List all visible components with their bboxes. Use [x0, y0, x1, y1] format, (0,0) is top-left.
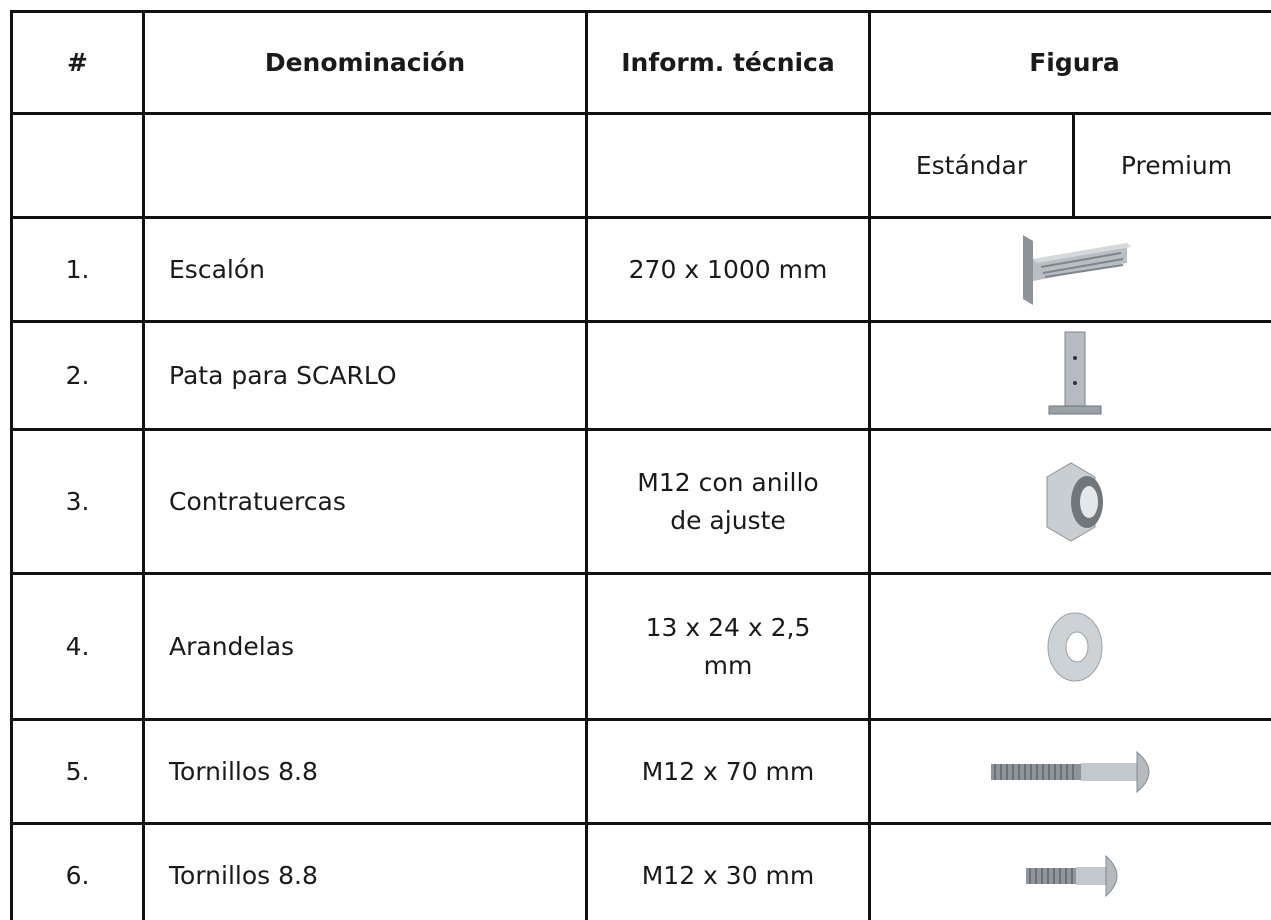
figure — [867, 572, 1271, 721]
row-info: M12 x 30 mm — [585, 822, 871, 920]
bolt-long-image — [990, 750, 1149, 793]
bolt-short-image — [1025, 854, 1117, 897]
header-cell: # — [10, 10, 145, 115]
header-cell: Inform. técnica — [585, 10, 871, 115]
info-line: 13 x 24 x 2,5 — [645, 612, 811, 642]
row-name: Arandelas — [142, 572, 588, 721]
subheader-cell: Estándar — [868, 112, 1075, 219]
header-cell: Denominación — [142, 10, 588, 115]
figure — [867, 320, 1271, 431]
row-number: 6. — [10, 822, 145, 920]
info-line: 270 x 1000 mm — [628, 254, 828, 284]
row: 6. Tornillos 8.8 M12 x 30 mm — [10, 822, 1271, 920]
figure — [867, 428, 1271, 575]
row-name: Tornillos 8.8 — [142, 822, 588, 920]
subheader-row: Estándar Premium — [10, 112, 1271, 219]
row-info: 13 x 24 x 2,5 mm — [585, 572, 871, 721]
row-number: 2. — [10, 320, 145, 431]
info-line: M12 x 70 mm — [641, 756, 815, 786]
row-number: 1. — [10, 216, 145, 323]
empty-cell — [585, 112, 871, 219]
figure — [867, 216, 1271, 323]
nut-image — [1046, 461, 1103, 542]
row-number: 4. — [10, 572, 145, 721]
figure — [867, 718, 1271, 825]
table-container: # Denominación Inform. técnica Figura Es… — [10, 10, 1271, 920]
row-number: 3. — [10, 428, 145, 575]
figure — [867, 822, 1271, 920]
row: 5. Tornillos 8.8 M12 x 70 mm — [10, 718, 1271, 825]
row-name: Escalón — [142, 216, 588, 323]
row: 4. Arandelas 13 x 24 x 2,5 mm — [10, 572, 1271, 721]
info-line: M12 con anillo — [637, 467, 819, 497]
header-row: # Denominación Inform. técnica Figura — [10, 10, 1271, 115]
step-image — [1022, 234, 1131, 305]
row-name: Pata para SCARLO — [142, 320, 588, 431]
row-name: Tornillos 8.8 — [142, 718, 588, 825]
row-info: M12 x 70 mm — [585, 718, 871, 825]
empty-cell — [142, 112, 588, 219]
info-line: M12 x 30 mm — [641, 860, 815, 890]
washer-image — [1047, 612, 1102, 681]
row: 2. Pata para SCARLO — [10, 320, 1271, 431]
empty-cell — [585, 320, 871, 431]
header-cell: Figura — [867, 10, 1271, 115]
empty-cell — [10, 112, 145, 219]
row-info: 270 x 1000 mm — [585, 216, 871, 323]
row-info: M12 con anillo de ajuste — [585, 428, 871, 575]
subheader-cell: Premium — [1071, 112, 1271, 219]
row: 3. Contratuercas M12 con anillo de ajuste — [10, 428, 1271, 575]
leg-image — [1048, 331, 1101, 414]
row-name: Contratuercas — [142, 428, 588, 575]
info-line: de ajuste — [670, 505, 786, 535]
info-line: mm — [703, 650, 753, 680]
row: 1. Escalón 270 x 1000 mm — [10, 216, 1271, 323]
row-number: 5. — [10, 718, 145, 825]
parts-table: # Denominación Inform. técnica Figura Es… — [10, 10, 1271, 920]
